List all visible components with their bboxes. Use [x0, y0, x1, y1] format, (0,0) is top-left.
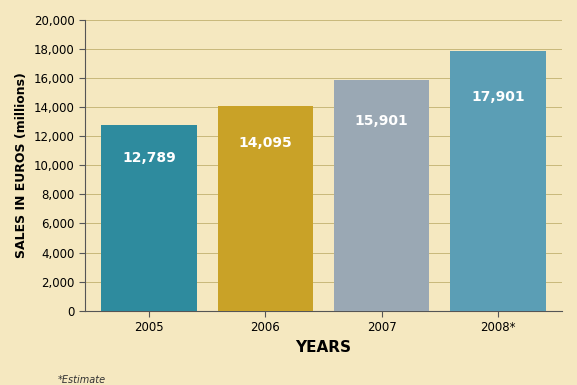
Bar: [101, 125, 197, 311]
Text: 17,901: 17,901: [471, 90, 525, 104]
Y-axis label: SALES IN EUROS (millions): SALES IN EUROS (millions): [15, 72, 28, 258]
Text: 12,789: 12,789: [122, 151, 176, 165]
Text: *Estimate: *Estimate: [58, 375, 106, 385]
Text: 15,901: 15,901: [355, 114, 409, 128]
Bar: [218, 106, 313, 311]
X-axis label: YEARS: YEARS: [295, 340, 351, 355]
Bar: [334, 80, 429, 311]
Bar: [450, 50, 546, 311]
Text: 14,095: 14,095: [238, 136, 292, 150]
